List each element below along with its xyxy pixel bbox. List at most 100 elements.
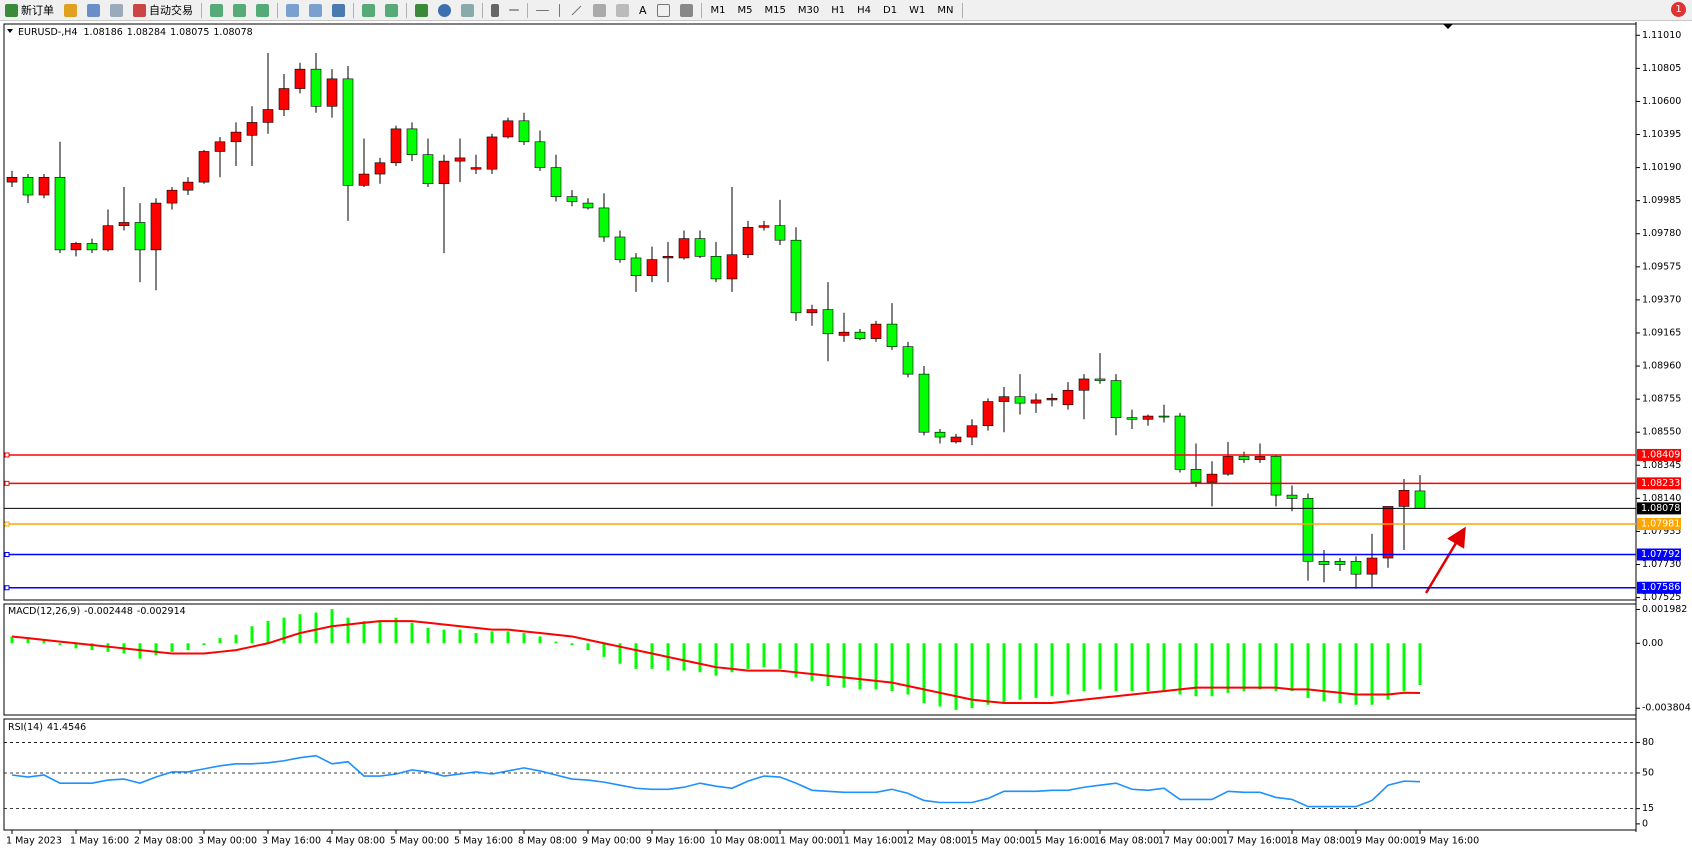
- level-handle: [4, 585, 10, 591]
- x-tick-label: 3 May 00:00: [198, 836, 257, 847]
- cursor-button[interactable]: [486, 1, 504, 19]
- macd-bar: [1402, 643, 1406, 692]
- macd-bar: [842, 643, 846, 688]
- candle-body: [662, 256, 674, 259]
- icon: [438, 3, 451, 17]
- tool-button[interactable]: [59, 1, 82, 19]
- indicators-button[interactable]: [410, 1, 433, 19]
- crosshair-button[interactable]: [504, 1, 524, 19]
- x-tick-label: 17 May 16:00: [1222, 836, 1287, 847]
- macd-bar: [202, 643, 206, 645]
- channel-tool-button[interactable]: [588, 1, 611, 19]
- new-order-button[interactable]: 新订单: [0, 1, 59, 19]
- label-tool-button[interactable]: [652, 1, 675, 19]
- macd-bar: [1002, 643, 1006, 704]
- candle-body: [166, 189, 178, 204]
- open-value: 1.08186: [84, 27, 123, 38]
- y-tick-label: 1.08755: [1642, 394, 1681, 405]
- macd-bar: [1338, 643, 1342, 704]
- y-tick-label: 1.08345: [1642, 460, 1681, 471]
- text-tool-button[interactable]: A: [634, 1, 652, 19]
- arrows-button[interactable]: [675, 1, 698, 19]
- timeframe-button[interactable]: H1: [831, 4, 846, 16]
- tool-button[interactable]: [251, 1, 274, 19]
- macd-bar: [1306, 643, 1310, 698]
- line-tool-button[interactable]: [531, 1, 554, 19]
- candle-body: [390, 128, 402, 164]
- macd-bar: [1130, 643, 1134, 692]
- tool-button[interactable]: [357, 1, 380, 19]
- tool-button[interactable]: [228, 1, 251, 19]
- y-tick-label: -0.003804: [1642, 703, 1691, 714]
- y-tick-label: 1.11010: [1642, 30, 1681, 41]
- auto-trading-button[interactable]: 自动交易: [128, 1, 198, 19]
- icon: [210, 3, 223, 17]
- macd-bar: [218, 638, 222, 644]
- timeframe-button[interactable]: M1: [710, 4, 726, 16]
- tool-button[interactable]: [105, 1, 128, 19]
- candle-body: [38, 176, 50, 196]
- candle-body: [22, 176, 34, 196]
- y-tick-label: 1.07730: [1642, 559, 1681, 570]
- icon: [87, 3, 100, 17]
- fibo-tool-button[interactable]: [611, 1, 634, 19]
- y-tick-label: 0.001982: [1642, 604, 1687, 615]
- candle-body: [518, 120, 530, 143]
- candle-body: [1062, 389, 1074, 406]
- notification-badge[interactable]: 1: [1671, 2, 1686, 17]
- periods-button[interactable]: [433, 1, 456, 19]
- timeframe-button[interactable]: H4: [857, 4, 872, 16]
- timeframe-button[interactable]: MN: [937, 4, 954, 16]
- tool-button[interactable]: [82, 1, 105, 19]
- candle-body: [566, 196, 578, 202]
- macd-bar: [1114, 643, 1118, 692]
- macd-bar: [1098, 643, 1102, 690]
- x-tick-label: 12 May 08:00: [902, 836, 967, 847]
- macd-bar: [1290, 643, 1294, 692]
- templates-button[interactable]: [456, 1, 479, 19]
- level-label: 1.07792: [1641, 549, 1680, 560]
- indicator-name: MACD(12,26,9): [8, 606, 80, 617]
- separator: [482, 2, 483, 18]
- macd-bar: [1354, 643, 1358, 705]
- macd-bar: [986, 643, 990, 705]
- tile-button[interactable]: [327, 1, 350, 19]
- macd-bar: [1322, 643, 1326, 702]
- candle-body: [182, 181, 194, 191]
- timeframe-button[interactable]: M15: [764, 4, 786, 16]
- level-handle: [4, 521, 10, 527]
- y-tick-label: 50: [1642, 767, 1654, 778]
- y-tick-label: 1.08960: [1642, 361, 1681, 372]
- zoom-out-button[interactable]: [304, 1, 327, 19]
- timeframe-button[interactable]: M5: [737, 4, 753, 16]
- x-tick-label: 15 May 16:00: [1030, 836, 1095, 847]
- symbol: EURUSD-,H4: [18, 27, 78, 38]
- tool-button[interactable]: [205, 1, 228, 19]
- macd-bar: [906, 643, 910, 695]
- x-tick-label: 11 May 00:00: [774, 836, 839, 847]
- label: 新订单: [21, 4, 54, 17]
- candle-body: [1398, 489, 1410, 507]
- low-value: 1.08075: [170, 27, 209, 38]
- macd-bar: [810, 643, 814, 681]
- tool-button[interactable]: [380, 1, 403, 19]
- y-tick-label: 1.10190: [1642, 162, 1681, 173]
- label: 自动交易: [149, 4, 193, 17]
- candle-body: [1382, 506, 1394, 559]
- timeframe-button[interactable]: M30: [797, 4, 820, 16]
- candle-body: [1110, 380, 1122, 418]
- level-label-box: [1637, 581, 1681, 594]
- zoom-in-button[interactable]: [281, 1, 304, 19]
- candle-body: [1046, 398, 1058, 401]
- candle-body: [310, 68, 322, 107]
- icon: [559, 3, 560, 17]
- timeframe-button[interactable]: W1: [909, 4, 926, 16]
- candle-body: [918, 373, 930, 433]
- y-tick-label: 1.10805: [1642, 63, 1681, 74]
- candle-body: [118, 222, 130, 226]
- timeframe-button[interactable]: D1: [883, 4, 898, 16]
- candle-body: [630, 257, 642, 276]
- candle-body: [246, 122, 258, 136]
- candle-body: [6, 176, 18, 183]
- line-tool-button[interactable]: [554, 1, 565, 19]
